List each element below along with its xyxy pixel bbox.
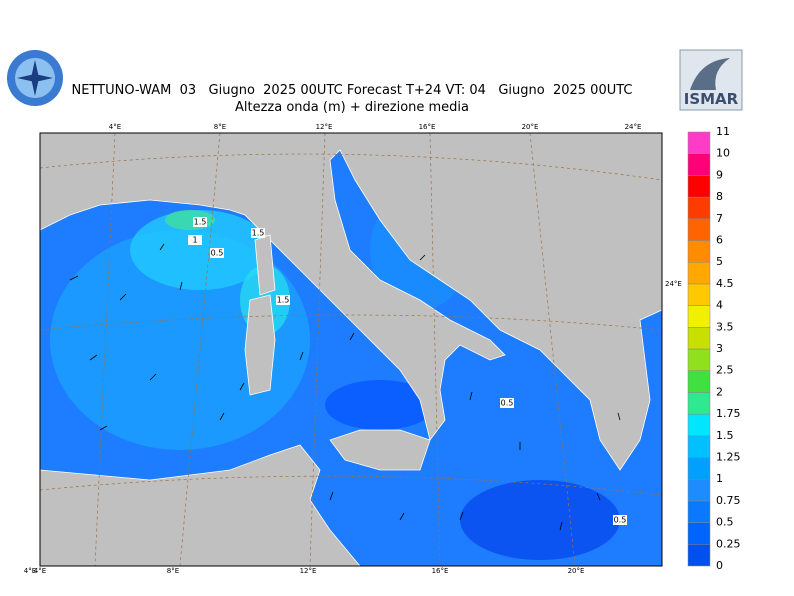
colorbar-swatch xyxy=(687,327,711,350)
contour-label-bg xyxy=(500,398,514,408)
colorbar-label: 1 xyxy=(716,472,723,485)
lon-label: 8°E xyxy=(214,123,226,131)
colorbar-label: 6 xyxy=(716,234,723,247)
colorbar-swatch xyxy=(687,283,711,306)
colorbar-label: 11 xyxy=(716,125,730,138)
colorbar-swatch xyxy=(687,522,711,545)
lon-label: 4°E xyxy=(34,567,46,575)
colorbar-swatch xyxy=(687,544,711,567)
colorbar-swatch xyxy=(687,196,711,220)
contour-label: 1 xyxy=(192,236,197,245)
contour-labels: 1.5 1 1.5 0.5 1.5 0.5 0.5 xyxy=(188,217,627,525)
colorbar-label: 1.25 xyxy=(716,451,741,464)
map: 1.5 1 1.5 0.5 1.5 0.5 0.5 xyxy=(39,132,663,567)
logo-text: ISMAR xyxy=(684,90,739,108)
colorbar-swatch xyxy=(687,240,711,263)
colorbar-label: 10 xyxy=(716,147,730,160)
lon-label: 8°E xyxy=(167,567,179,575)
lon-label: 4°E xyxy=(24,567,36,575)
colorbar-label: 8 xyxy=(716,190,723,203)
colorbar-swatch xyxy=(687,500,711,523)
colorbar-swatch xyxy=(687,175,711,198)
colorbar-swatch xyxy=(687,153,711,176)
map-frame xyxy=(39,132,663,567)
colorbar-swatch xyxy=(687,348,711,371)
colorbar-label: 1.5 xyxy=(716,429,734,442)
colorbar-swatch xyxy=(687,413,711,437)
colorbar-swatch xyxy=(687,435,711,458)
colorbar-swatch xyxy=(687,392,711,415)
lon-label: 16°E xyxy=(419,123,436,131)
lon-label: 12°E xyxy=(316,123,333,131)
colorbar-label: 9 xyxy=(716,168,723,181)
direction-arrows xyxy=(69,243,621,531)
lon-label: 20°E xyxy=(568,567,585,575)
colorbar-swatch xyxy=(687,131,711,154)
lon-label: 12°E xyxy=(300,567,317,575)
colorbar-swatch xyxy=(687,261,711,285)
contour-label-bg xyxy=(193,217,207,227)
contour-label: 1.5 xyxy=(252,229,265,238)
graticule xyxy=(39,132,663,567)
logo-left xyxy=(7,50,63,106)
colorbar-label: 0.75 xyxy=(716,494,741,507)
land xyxy=(39,132,663,567)
colorbar-label: 2.5 xyxy=(716,364,734,377)
contour-label-bg xyxy=(251,228,265,238)
contour-label: 0.5 xyxy=(614,516,627,525)
colorbar-swatch xyxy=(687,478,711,502)
contour-label-bg xyxy=(188,235,202,245)
contour-label-bg xyxy=(613,515,627,525)
colorbar-label: 4.5 xyxy=(716,277,734,290)
colorbar-label: 3.5 xyxy=(716,320,734,333)
contour-label: 1.5 xyxy=(194,218,207,227)
colorbar-label: 7 xyxy=(716,212,723,225)
colorbar-label: 5 xyxy=(716,255,723,268)
colorbar-swatch xyxy=(687,370,711,393)
lon-label: 24°E xyxy=(665,280,682,288)
colorbar-label: 0 xyxy=(716,559,723,572)
contour-label-bg xyxy=(210,248,224,258)
contour-label-bg xyxy=(276,295,290,305)
lon-label: 16°E xyxy=(432,567,449,575)
colorbar-label: 2 xyxy=(716,385,723,398)
colorbar-label: 0.5 xyxy=(716,516,734,529)
colorbar-swatch xyxy=(687,457,711,480)
lon-label: 24°E xyxy=(625,123,642,131)
colorbar-swatch xyxy=(687,305,711,328)
colorbar-swatch xyxy=(687,218,711,241)
contour-label: 0.5 xyxy=(501,399,514,408)
colorbar: 0 0.25 0.5 0.75 1 1.25 1.5 1.75 2 2.5 3 3.5 4 4.5 5 6 7 8… xyxy=(687,125,741,572)
lon-label: 20°E xyxy=(522,123,539,131)
colorbar-label: 1.75 xyxy=(716,407,741,420)
colorbar-label: 0.25 xyxy=(716,537,741,550)
subtitle: Altezza onda (m) + direzione media xyxy=(235,100,469,115)
lon-label: 4°E xyxy=(109,123,121,131)
title: NETTUNO-WAM 03 Giugno 2025 00UTC Forecas… xyxy=(71,83,632,98)
contour-label: 1.5 xyxy=(277,296,290,305)
colorbar-label: 3 xyxy=(716,342,723,355)
colorbar-label: 4 xyxy=(716,299,723,312)
logo-right: ISMAR xyxy=(679,49,743,111)
contour-label: 0.5 xyxy=(211,249,224,258)
